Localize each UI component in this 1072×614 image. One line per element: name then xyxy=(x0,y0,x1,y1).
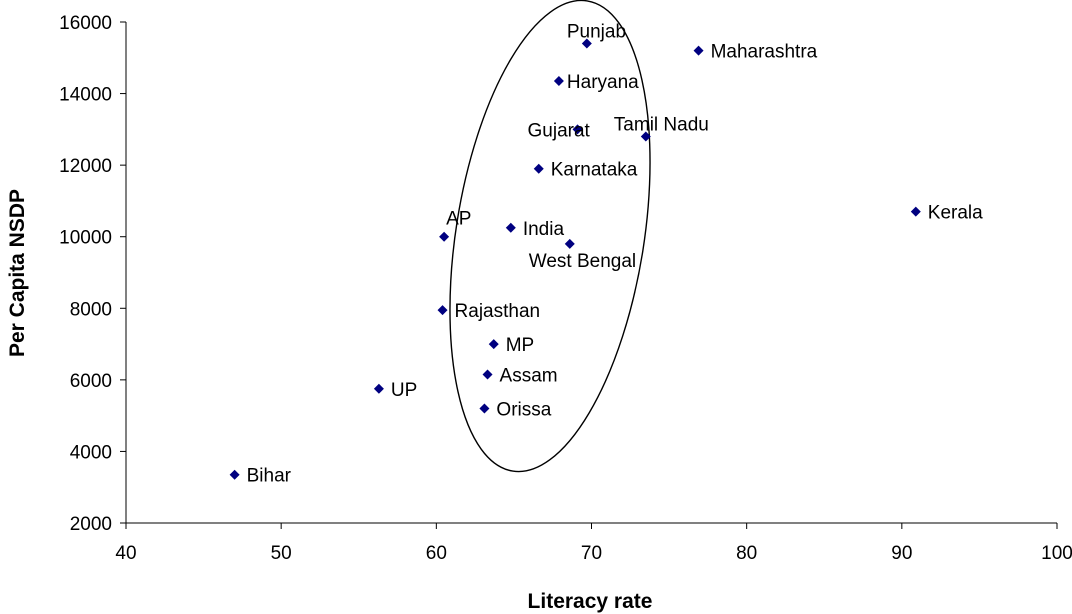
data-point-marker xyxy=(564,238,575,249)
y-tick-label: 2000 xyxy=(70,514,112,535)
x-tick-label: 80 xyxy=(736,543,757,564)
data-point-marker xyxy=(439,231,450,242)
x-tick-label: 90 xyxy=(891,543,912,564)
data-point-marker xyxy=(693,45,704,56)
y-tick-label: 16000 xyxy=(59,13,112,34)
y-axis-title: Per Capita NSDP xyxy=(6,189,29,357)
y-tick-label: 8000 xyxy=(70,299,112,320)
data-point-marker xyxy=(572,124,583,135)
data-point-marker xyxy=(505,222,516,233)
data-point-marker xyxy=(479,403,490,414)
data-point-label: MP xyxy=(506,335,535,356)
data-point-label: West Bengal xyxy=(529,251,636,272)
data-point-marker xyxy=(553,76,564,87)
x-axis-title: Literacy rate xyxy=(528,590,653,613)
data-point-label: Gujarat xyxy=(528,120,591,141)
x-tick-label: 50 xyxy=(271,543,292,564)
data-point-label: Karnataka xyxy=(551,160,638,181)
y-tick-label: 12000 xyxy=(59,156,112,177)
data-point-marker xyxy=(533,163,544,174)
x-tick-label: 100 xyxy=(1041,543,1072,564)
data-point-label: Assam xyxy=(500,365,558,386)
x-tick-label: 60 xyxy=(426,543,447,564)
x-tick-label: 40 xyxy=(115,543,136,564)
data-point-label: UP xyxy=(391,380,417,401)
y-tick-label: 6000 xyxy=(70,371,112,392)
data-point-label: India xyxy=(523,219,565,240)
data-point-label: AP xyxy=(446,209,471,230)
data-point-marker xyxy=(640,131,651,142)
y-tick-label: 14000 xyxy=(59,85,112,106)
data-point-marker xyxy=(482,369,493,380)
data-point-marker xyxy=(373,383,384,394)
axes: 2000 4000 6000 8000 10000 12000 14000 16000 40 50… xyxy=(59,13,1072,564)
annotations xyxy=(449,0,651,473)
cluster-ellipse xyxy=(449,0,651,473)
data-point-label: Kerala xyxy=(928,203,983,224)
data-point-label: Orissa xyxy=(496,399,551,420)
y-tick-label: 10000 xyxy=(59,228,112,249)
data-point-marker xyxy=(581,38,592,49)
data-point-label: Haryana xyxy=(567,72,639,93)
data-point-label: Bihar xyxy=(247,466,292,487)
data-point-marker xyxy=(437,305,448,316)
data-point-label: Rajasthan xyxy=(455,301,541,322)
data-point-label: Punjab xyxy=(567,21,626,42)
data-point-label: Maharashtra xyxy=(711,42,818,63)
data-point-marker xyxy=(488,339,499,350)
x-tick-label: 70 xyxy=(581,543,602,564)
data-point-marker xyxy=(910,206,921,217)
data-points: Punjab Maharashtra Haryana Gujarat Tamil Nad… xyxy=(229,21,983,487)
data-point-label: Tamil Nadu xyxy=(614,115,709,136)
data-point-marker xyxy=(229,469,240,480)
y-tick-label: 4000 xyxy=(70,442,112,463)
